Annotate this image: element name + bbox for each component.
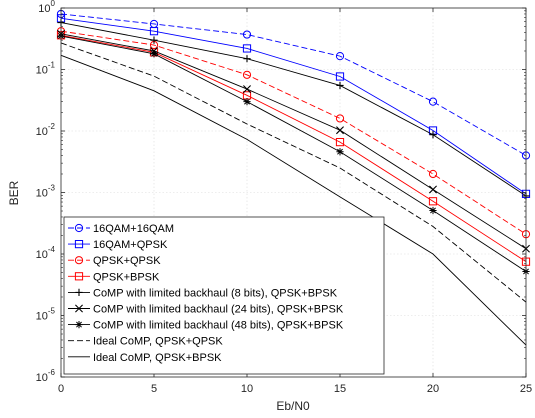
x-tick-label: 0: [58, 383, 64, 395]
x-tick-label: 20: [427, 383, 439, 395]
data-point: [335, 137, 345, 147]
series-9: [60, 54, 527, 346]
data-point: [242, 70, 252, 79]
data-point: [429, 206, 437, 215]
legend-marker: [74, 256, 84, 265]
data-point: [428, 97, 438, 106]
data-point: [428, 169, 438, 179]
data-point: [243, 55, 251, 63]
series-8: [60, 42, 527, 303]
legend-label: QPSK+QPSK: [93, 255, 161, 267]
legend-item: Ideal CoMP, QPSK+QPSK: [68, 336, 223, 348]
y-tick-label: 10-4: [36, 245, 56, 261]
legend-marker: [75, 304, 83, 313]
legend-item: 16QAM+QPSK: [68, 239, 168, 251]
tick-labels: 0 5 10 15 20 25 100 10-1 10-2 10-3 10-4 10-5 10-6: [36, 0, 533, 395]
x-tick-label: 15: [334, 383, 346, 395]
y-tick-label: 10-1: [36, 61, 56, 77]
legend-label: Ideal CoMP, QPSK+QPSK: [93, 336, 223, 348]
series-5: [57, 18, 530, 200]
x-axis-label: Eb/N0: [276, 399, 310, 413]
legend-label: CoMP with limited backhaul (8 bits), QPS…: [93, 287, 338, 299]
series-7: [57, 32, 530, 276]
legend-item: QPSK+QPSK: [68, 255, 161, 267]
legend-item: CoMP with limited backhaul (48 bits), QP…: [68, 320, 344, 332]
data-point: [243, 85, 251, 94]
y-tick-label: 10-2: [36, 122, 56, 138]
data-point: [335, 114, 345, 123]
series-line: [60, 22, 527, 197]
data-point: [243, 98, 251, 106]
legend-label: QPSK+BPSK: [93, 271, 160, 283]
legend-marker: [74, 223, 84, 233]
data-point: [336, 81, 344, 90]
legend-item: 16QAM+16QAM: [68, 223, 174, 235]
series-line: [60, 54, 527, 346]
legend-item: QPSK+BPSK: [68, 271, 160, 283]
legend-item: Ideal CoMP, QPSK+BPSK: [68, 352, 222, 364]
data-point: [242, 30, 252, 39]
data-point: [335, 72, 345, 81]
data-point: [428, 197, 438, 206]
data-point: [429, 131, 437, 139]
legend-label: 16QAM+16QAM: [93, 223, 174, 235]
data-point: [242, 44, 252, 53]
series-line: [60, 17, 527, 195]
series-line: [60, 34, 527, 263]
series-line: [60, 30, 527, 235]
y-tick-label: 100: [38, 0, 55, 15]
y-tick-label: 10-5: [36, 307, 56, 323]
legend-marker: [75, 288, 83, 296]
series-line: [60, 42, 527, 303]
legend-item: CoMP with limited backhaul (8 bits), QPS…: [68, 287, 338, 299]
data-point: [336, 126, 344, 135]
legend-marker: [74, 240, 84, 249]
series-line: [60, 35, 527, 272]
legend: 16QAM+16QAM 16QAM+QPSK QPSK+QPSK QPSK+BPSK C…: [63, 216, 385, 375]
x-tick-label: 10: [241, 383, 253, 395]
series-layer: [56, 9, 531, 346]
legend-marker: [75, 321, 83, 329]
legend-box: [63, 216, 385, 375]
data-point: [336, 148, 344, 156]
series-line: [60, 13, 527, 156]
data-point: [150, 36, 158, 44]
legend-item: CoMP with limited backhaul (24 bits), QP…: [68, 304, 344, 316]
y-tick-label: 10-6: [36, 368, 56, 384]
series-1: [56, 9, 531, 160]
x-tick-label: 5: [151, 383, 157, 395]
data-point: [335, 52, 345, 61]
y-tick-label: 10-3: [36, 184, 56, 200]
data-point: [429, 185, 437, 194]
legend-marker: [74, 272, 84, 281]
data-point: [150, 50, 158, 58]
x-tick-label: 25: [520, 383, 532, 395]
axis-ticks: [60, 7, 527, 378]
series-line: [60, 33, 527, 250]
data-point: [149, 27, 159, 36]
legend-label: CoMP with limited backhaul (24 bits), QP…: [93, 304, 344, 316]
legend-label: CoMP with limited backhaul (48 bits), QP…: [93, 320, 344, 332]
y-axis-label: BER: [7, 180, 21, 205]
legend-label: Ideal CoMP, QPSK+BPSK: [93, 352, 222, 364]
legend-label: 16QAM+QPSK: [93, 239, 168, 251]
